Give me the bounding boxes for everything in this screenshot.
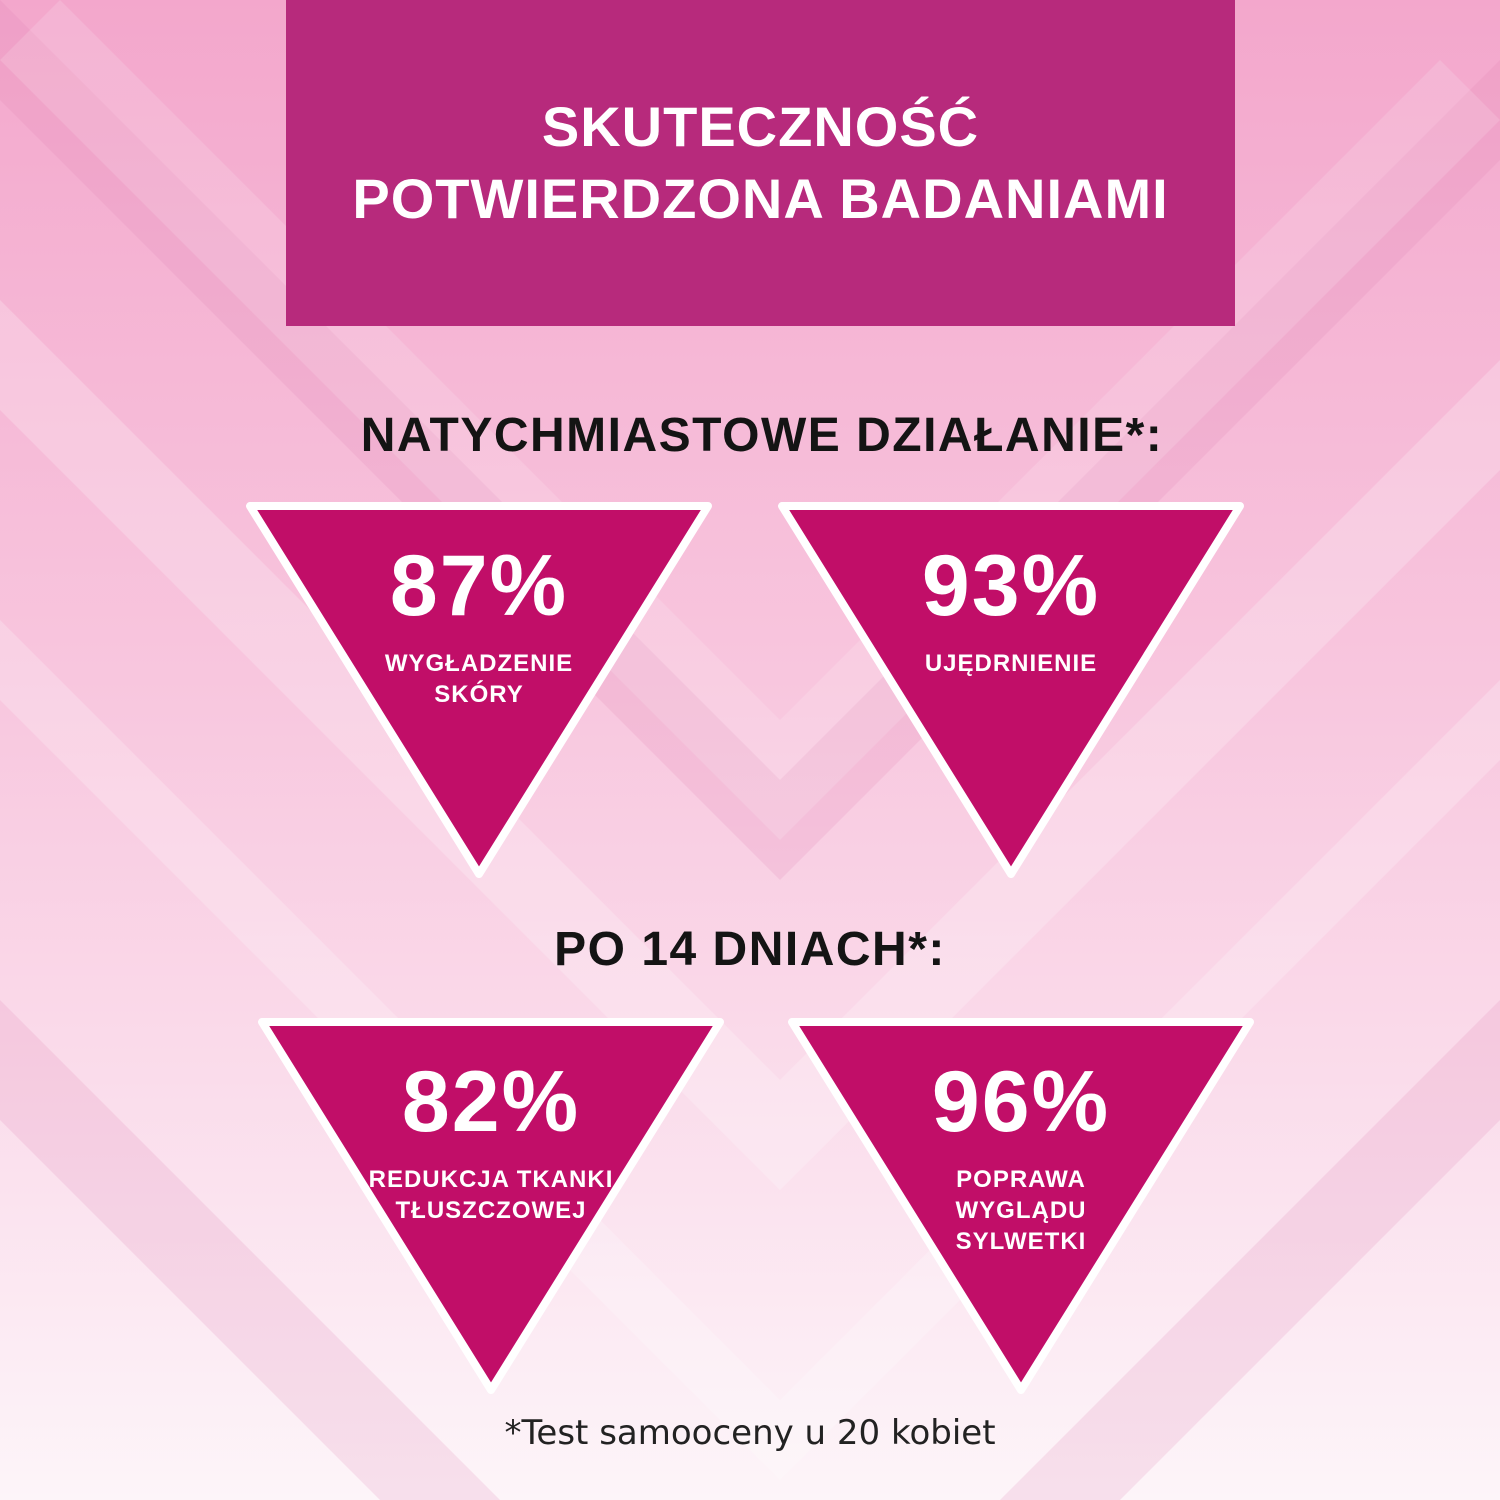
stat-triangle-smoothing: 87% WYGŁADZENIE SKÓRY	[244, 500, 714, 880]
stat-triangle-fat-reduction: 82% REDUKCJA TKANKI TŁUSZCZOWEJ	[256, 1016, 726, 1396]
triangle-shape	[258, 1018, 724, 1394]
header-title-line-1: SKUTECZNOŚĆ	[541, 95, 980, 158]
stat-label-line: SKÓRY	[434, 681, 524, 708]
header-title-line-2: POTWIERDZONA BADANIAMI	[352, 167, 1169, 230]
stat-label-line: UJĘDRNIENIE	[924, 650, 1098, 677]
stat-label-line: POPRAWA	[956, 1166, 1086, 1193]
triangle-shape	[788, 1018, 1254, 1394]
footnote: *Test samooceny u 20 kobiet	[504, 1413, 996, 1453]
stat-triangle-firming: 93% UJĘDRNIENIE	[776, 500, 1246, 880]
stat-triangle-silhouette: 96% POPRAWA WYGLĄDU SYLWETKI	[786, 1016, 1256, 1396]
stat-value: 87%	[389, 538, 569, 634]
stat-value: 93%	[921, 538, 1101, 634]
stat-value: 96%	[931, 1054, 1111, 1150]
section-title-immediate: NATYCHMIASTOWE DZIAŁANIE*:	[360, 409, 1164, 462]
stat-label-line: SYLWETKI	[955, 1228, 1087, 1255]
stat-label-line: REDUKCJA TKANKI	[368, 1166, 614, 1193]
stat-label-line: TŁUSZCZOWEJ	[395, 1197, 587, 1224]
section-title-14-days: PO 14 DNIACH*:	[554, 923, 946, 976]
header-banner: SKUTECZNOŚĆ POTWIERDZONA BADANIAMI	[286, 0, 1235, 326]
triangle-shape	[246, 502, 712, 878]
triangle-shape	[778, 502, 1244, 878]
stat-value: 82%	[401, 1054, 581, 1150]
stat-label-line: WYGLĄDU	[955, 1197, 1087, 1224]
stat-label-line: WYGŁADZENIE	[384, 650, 574, 677]
